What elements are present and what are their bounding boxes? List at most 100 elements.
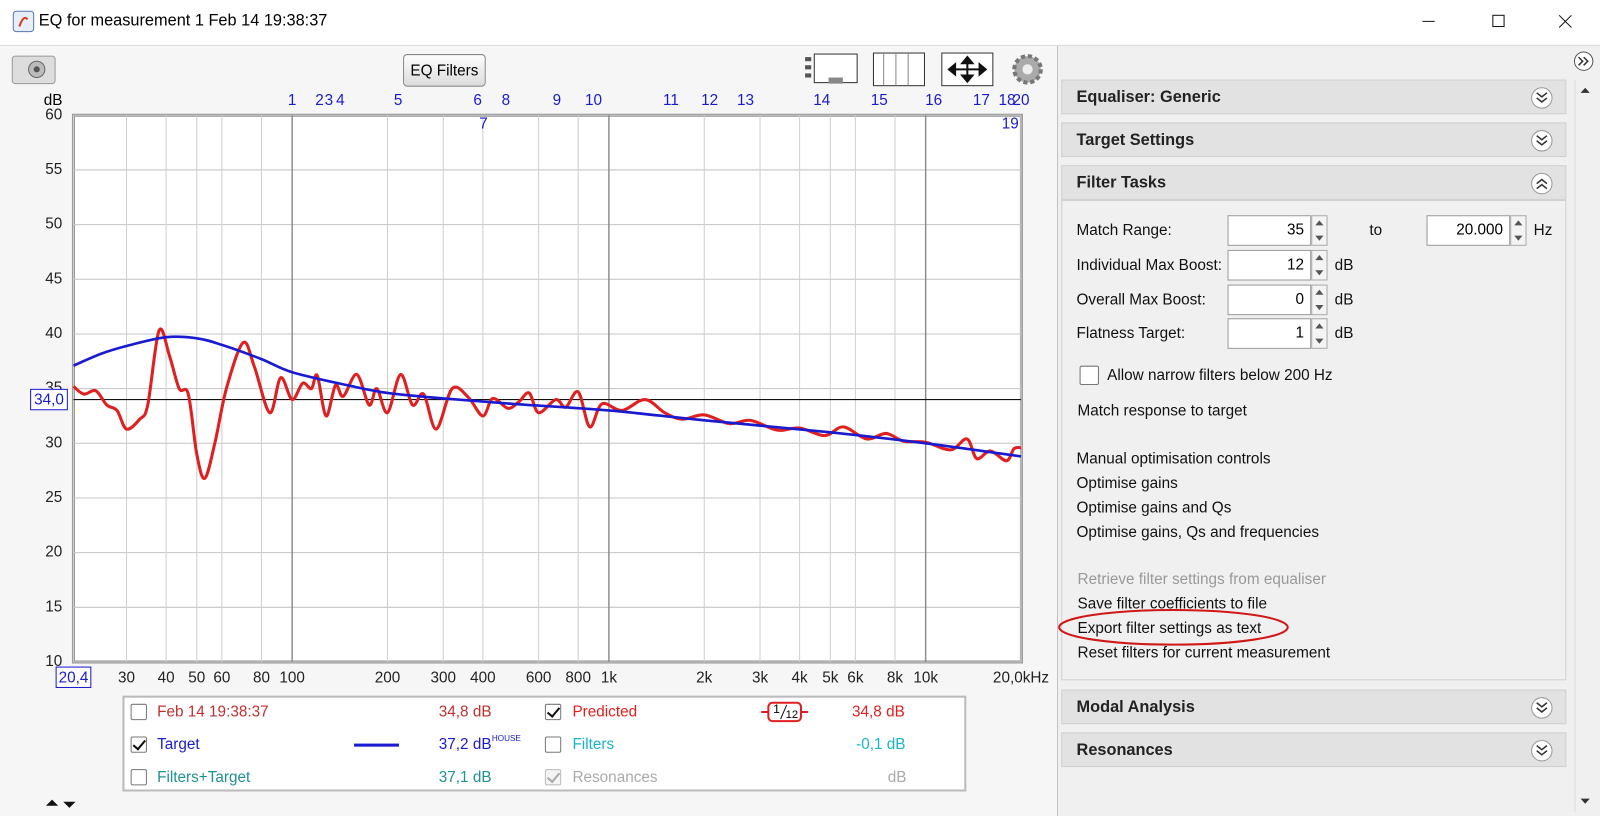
legend-name[interactable]: Filters+Target bbox=[157, 768, 251, 786]
x-tick-label: 4k bbox=[792, 669, 809, 686]
y-tick-label: 45 bbox=[45, 270, 62, 287]
legend-name[interactable]: Feb 14 19:38:37 bbox=[157, 703, 269, 721]
y-tick-label: 25 bbox=[45, 489, 62, 506]
x-tick-label: 30 bbox=[118, 669, 135, 686]
filter-marker: 10 bbox=[585, 92, 602, 109]
checkbox[interactable] bbox=[544, 703, 562, 721]
filter-marker: 16 bbox=[925, 92, 942, 109]
eq-filters-button[interactable]: EQ Filters bbox=[403, 54, 486, 87]
spinner[interactable] bbox=[1510, 215, 1527, 246]
filter-marker: 13 bbox=[737, 92, 754, 109]
text-input[interactable]: 12 bbox=[1227, 249, 1312, 281]
legend-name[interactable]: Filters bbox=[572, 735, 615, 754]
expand-button[interactable] bbox=[1531, 87, 1553, 109]
checkbox[interactable] bbox=[1079, 365, 1099, 386]
spinner[interactable] bbox=[1311, 215, 1328, 246]
legend-name[interactable]: Target bbox=[157, 735, 200, 754]
section-title[interactable]: Filter Tasks bbox=[1076, 174, 1167, 192]
scrollbar[interactable] bbox=[1574, 79, 1595, 812]
action-link[interactable]: Match response to target bbox=[1077, 402, 1247, 420]
collapse-panel-button[interactable] bbox=[1572, 50, 1594, 72]
x-tick-label: 300 bbox=[431, 669, 457, 686]
action-link[interactable]: Optimise gains and Qs bbox=[1076, 499, 1232, 517]
x-tick-label: 100 bbox=[279, 669, 305, 686]
action-link: Retrieve filter settings from equaliser bbox=[1077, 570, 1326, 589]
y-tick-label: 50 bbox=[45, 216, 62, 233]
checkbox bbox=[544, 769, 562, 786]
window-controls[interactable] bbox=[1418, 8, 1591, 37]
section-title[interactable]: Modal Analysis bbox=[1076, 698, 1195, 717]
x-tick-label: 80 bbox=[253, 669, 270, 686]
label: Match Range: bbox=[1076, 221, 1172, 240]
filter-marker: 8 bbox=[502, 92, 511, 109]
expand-button[interactable] bbox=[1531, 740, 1553, 762]
text-input[interactable]: 0 bbox=[1227, 284, 1312, 315]
legend-readout: -0,1 dB bbox=[856, 735, 906, 754]
highlight-ellipse bbox=[1058, 608, 1289, 646]
resize-arrows[interactable] bbox=[45, 799, 76, 808]
legend-swatch bbox=[354, 743, 399, 747]
reference-box bbox=[30, 388, 68, 411]
action-link[interactable]: Manual optimisation controls bbox=[1076, 450, 1271, 468]
x-tick-label: 400 bbox=[470, 669, 496, 686]
spinner[interactable] bbox=[1311, 249, 1328, 281]
legend-readout: 34,8 dB bbox=[438, 703, 492, 721]
text-input[interactable]: 1 bbox=[1227, 318, 1312, 350]
checkbox[interactable] bbox=[544, 736, 562, 753]
x-cursor-box bbox=[55, 666, 92, 688]
title-bar: EQ for measurement 1 Feb 14 19:38:37 bbox=[0, 0, 1600, 46]
text-input[interactable]: 20.000 bbox=[1426, 215, 1511, 246]
checkbox[interactable] bbox=[130, 769, 147, 786]
x-tick-label: 20,0kHz bbox=[993, 669, 1049, 686]
app-icon bbox=[12, 10, 35, 33]
action-link[interactable]: Optimise gains bbox=[1076, 474, 1178, 493]
y-tick-label: 60 bbox=[45, 106, 62, 123]
expand-button[interactable] bbox=[1531, 172, 1553, 195]
section-header[interactable]: Resonances bbox=[1061, 732, 1567, 768]
legend-name[interactable]: Predicted bbox=[572, 703, 638, 721]
section-title[interactable]: Target Settings bbox=[1076, 131, 1195, 149]
checkbox[interactable] bbox=[130, 736, 147, 753]
expand-button[interactable] bbox=[1531, 130, 1553, 152]
smoothing-numerator: 1 bbox=[773, 702, 780, 716]
expand-button[interactable] bbox=[1531, 697, 1553, 719]
action-link[interactable]: Save filter coefficients to file bbox=[1077, 595, 1267, 613]
section-header[interactable]: Filter Tasks bbox=[1061, 165, 1567, 200]
smoothing-icon[interactable]: 1 12 bbox=[759, 700, 810, 724]
text-input[interactable]: 35 bbox=[1227, 215, 1312, 246]
action-link[interactable]: Optimise gains, Qs and frequencies bbox=[1076, 523, 1319, 542]
action-link[interactable]: Export filter settings as text bbox=[1077, 619, 1262, 637]
section-title[interactable]: Resonances bbox=[1076, 741, 1173, 759]
toolbar-icons[interactable] bbox=[11, 52, 1043, 87]
action-link[interactable]: Reset filters for current measurement bbox=[1077, 644, 1331, 662]
unit: dB bbox=[1334, 290, 1354, 309]
label: Overall Max Boost: bbox=[1076, 290, 1206, 309]
curve bbox=[72, 327, 1022, 480]
unit: Hz bbox=[1533, 221, 1553, 240]
y-tick-label: 10 bbox=[45, 653, 62, 670]
checkbox-label[interactable]: Allow narrow filters below 200 Hz bbox=[1107, 366, 1333, 385]
section-title[interactable]: Equaliser: Generic bbox=[1076, 88, 1221, 107]
x-tick-label: 40 bbox=[158, 669, 175, 686]
filter-marker: 1 bbox=[288, 92, 297, 109]
x-tick-label: 50 bbox=[188, 669, 205, 686]
section-header[interactable]: Target Settings bbox=[1061, 122, 1567, 158]
filter-marker: 5 bbox=[394, 92, 403, 109]
section-header[interactable]: Equaliser: Generic bbox=[1061, 79, 1567, 115]
spinner[interactable] bbox=[1311, 318, 1328, 350]
x-tick-label: 5k bbox=[822, 669, 839, 686]
section-header[interactable]: Modal Analysis bbox=[1061, 689, 1567, 725]
filter-marker: 3 bbox=[325, 92, 334, 109]
legend-readout: 34,8 dB bbox=[852, 703, 905, 721]
y-tick-label: 40 bbox=[45, 325, 62, 342]
label: Flatness Target: bbox=[1076, 325, 1186, 343]
x-tick-label: 800 bbox=[565, 669, 591, 686]
x-tick-label: 8k bbox=[887, 669, 904, 686]
spinner[interactable] bbox=[1311, 284, 1328, 315]
x-tick-label: 60 bbox=[213, 669, 230, 686]
x-tick-label: 20,4 bbox=[59, 669, 89, 686]
filter-marker: 11 bbox=[663, 92, 679, 109]
checkbox[interactable] bbox=[130, 703, 147, 721]
